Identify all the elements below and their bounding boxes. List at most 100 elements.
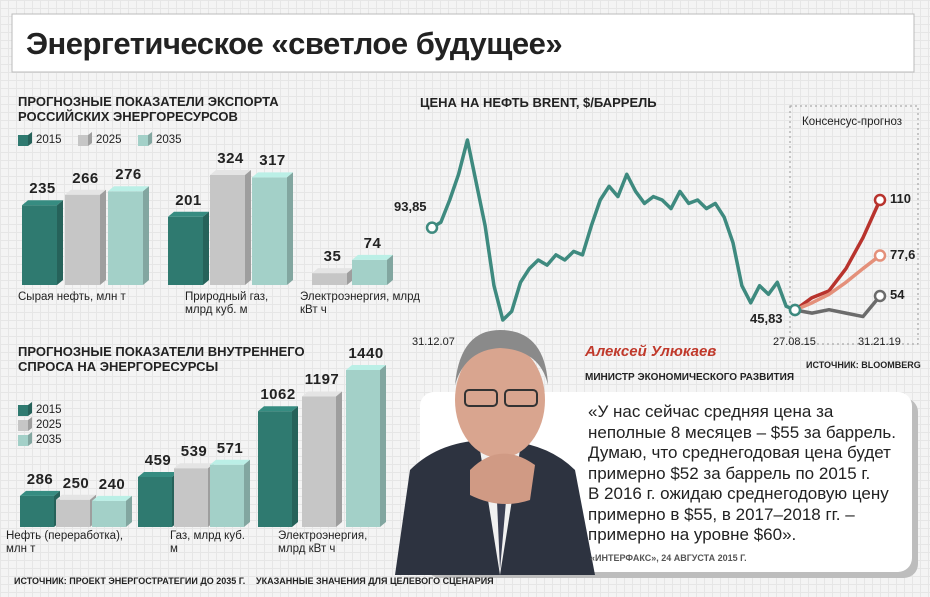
bar-top (20, 490, 60, 496)
bar (252, 177, 287, 285)
quote-attribution: «ИНТЕРФАКС», 24 АВГУСТА 2015 Г. (590, 553, 747, 563)
forecast-line (794, 294, 882, 319)
bar (312, 273, 347, 285)
bar-top (352, 254, 393, 260)
category-label: Природный газ, млрд куб. м (185, 291, 269, 317)
legend-label: 2025 (36, 419, 62, 431)
bar-value-label: 324 (217, 150, 244, 167)
note: УКАЗАННЫЕ ЗНАЧЕНИЯ ДЛЯ ЦЕЛЕВОГО СЦЕНАРИЯ (256, 576, 494, 586)
bar-side (287, 172, 293, 285)
bar (138, 476, 172, 527)
price-line (431, 138, 796, 322)
chart-title: ПРОГНОЗНЫЕ ПОКАЗАТЕЛИ ВНУТРЕННЕГО СПРОСА… (18, 344, 305, 374)
bar (20, 495, 54, 527)
bar-side (203, 211, 209, 285)
bar (302, 396, 336, 527)
legend-swatch (138, 135, 148, 146)
bar-top (210, 170, 251, 175)
bar-value-label: 201 (175, 191, 202, 209)
bar-side (336, 391, 342, 527)
bar-value-label: 276 (115, 166, 142, 184)
value-label: 93,85 (394, 198, 427, 214)
bar-side (347, 268, 353, 285)
bar-top (65, 189, 106, 195)
bar (65, 194, 100, 285)
person-role: МИНИСТР ЭКОНОМИЧЕСКОГО РАЗВИТИЯ (585, 372, 795, 383)
bar-top (210, 459, 250, 465)
value-label: 77,6 (890, 246, 916, 262)
title: Энергетическое «светлое будущее» (26, 26, 563, 61)
source: ИСТОЧНИК: BLOOMBERG (806, 360, 921, 370)
legend-swatch-side (28, 132, 32, 146)
legend-swatch-side (28, 417, 32, 431)
bar-value-label: 35 (323, 248, 342, 266)
bar (168, 216, 203, 285)
legend-swatch-side (148, 132, 152, 146)
bar (108, 191, 143, 285)
bar (210, 464, 244, 527)
bar-top (252, 172, 293, 178)
bar-top (168, 211, 209, 217)
bar (352, 259, 387, 285)
legend-swatch-side (88, 132, 92, 146)
point-marker (788, 303, 802, 317)
forecast-line (794, 254, 882, 312)
chart-title: ПРОГНОЗНЫЕ ПОКАЗАТЕЛИ ЭКСПОРТА РОССИЙСКИ… (18, 94, 279, 124)
bar-side (57, 200, 63, 285)
bar-value-label: 1440 (348, 345, 384, 362)
legend-label: 2015 (36, 134, 62, 146)
bar-side (292, 406, 298, 527)
bar-top (174, 463, 214, 469)
bar (92, 500, 126, 527)
bar-side (143, 186, 149, 285)
bar-value-label: 1197 (304, 371, 340, 389)
quote-line: В 2016 г. ожидаю среднегодовую цену (588, 484, 889, 503)
legend-label: 2035 (156, 134, 182, 146)
bar (258, 411, 292, 527)
bar-top (302, 391, 342, 397)
forecast-line (793, 199, 882, 312)
bar-top (138, 471, 178, 477)
title-band (11, 13, 915, 73)
bar-top (56, 494, 96, 500)
bar-side (387, 254, 393, 285)
category-label: Газ, млрд куб. м (170, 530, 245, 556)
category-label: Нефть (переработка), млн т (6, 530, 124, 556)
category-label: Электроэнергия, млрд кВт ч (278, 530, 368, 556)
legend-swatch-side (28, 432, 32, 446)
x-tick-label: 31.21.19 (858, 336, 901, 348)
value-label: 110 (890, 191, 911, 206)
legend-swatch (18, 435, 28, 446)
legend-swatch (18, 405, 28, 416)
bar-side (100, 189, 106, 285)
note: ИСТОЧНИК: ПРОЕКТ ЭНЕРГОСТРАТЕГИИ ДО 2035… (14, 576, 246, 586)
bar-value-label: 250 (62, 474, 90, 492)
bar (174, 468, 208, 527)
bar-side (244, 459, 250, 527)
legend-label: 2025 (96, 134, 122, 146)
bar-side (380, 365, 386, 527)
point-marker (873, 289, 887, 303)
forecast-title: Консенсус-прогноз (802, 116, 902, 128)
quote-line: Думаю, что среднегодовая цена будет (588, 443, 891, 462)
chart-title: ЦЕНА НА НЕФТЬ BRENT, $/БАРРЕЛЬ (420, 95, 657, 110)
bar-value-label: 539 (180, 443, 208, 461)
bar-value-label: 240 (98, 475, 126, 493)
bar-value-label: 235 (29, 180, 56, 198)
person-name: Алексей Улюкаев (585, 343, 717, 360)
quote-line: «У нас сейчас средняя цена за (588, 402, 834, 421)
bar (56, 499, 90, 527)
bar-top (92, 495, 132, 501)
legend-label: 2015 (36, 404, 62, 416)
quote-line: неполные 8 месяцев – $55 за баррель. (588, 422, 896, 442)
legend-swatch (18, 135, 28, 146)
quote-line: примерно в $55, в 2017–2018 гг. – (588, 504, 855, 524)
bar-side (245, 170, 251, 285)
bar-top (258, 406, 298, 412)
bar-top (346, 365, 386, 370)
portrait (395, 330, 595, 575)
bar-top (108, 186, 149, 192)
category-label: Сырая нефть, млн т (18, 291, 126, 303)
